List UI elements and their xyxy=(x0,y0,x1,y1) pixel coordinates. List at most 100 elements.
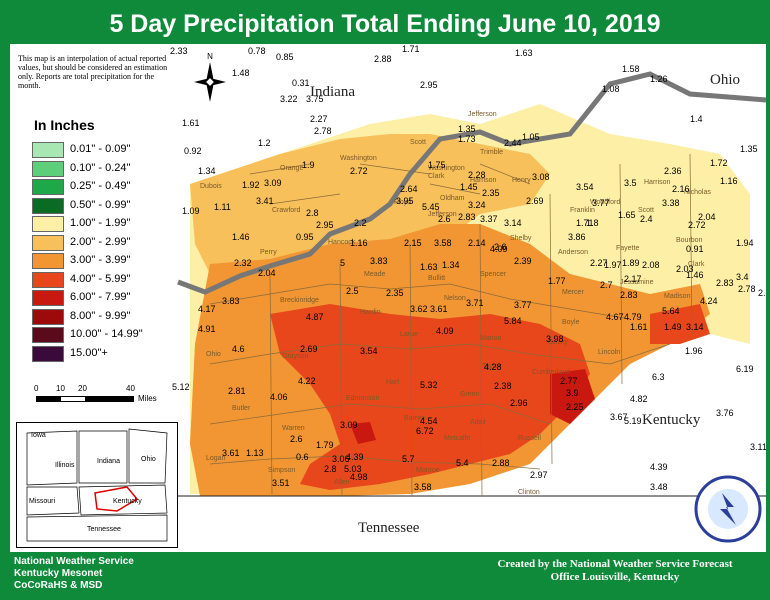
precip-value: 1.16 xyxy=(350,238,368,248)
precip-value: 4.17 xyxy=(198,304,216,314)
county-label: Fayette xyxy=(616,245,639,252)
precip-value: 2.14 xyxy=(468,238,486,248)
county-label: Meade xyxy=(364,271,386,278)
legend-swatch xyxy=(32,253,64,269)
precip-value: 1.09 xyxy=(182,206,200,216)
county-label: Edmonson xyxy=(346,395,380,402)
precip-value: 3.62 xyxy=(410,304,428,314)
county-label: Taylor xyxy=(482,363,501,370)
county-label: Crawford xyxy=(272,207,301,214)
precip-value: 2.96 xyxy=(510,398,528,408)
precip-value: 2.38 xyxy=(494,381,512,391)
county-label: Marion xyxy=(480,335,502,342)
precip-value: 2.6 xyxy=(438,214,451,224)
inset-label-missouri: Missouri xyxy=(29,498,56,505)
county-label: Warren xyxy=(282,425,305,432)
created-by-line1: Created by the National Weather Service … xyxy=(497,558,733,570)
legend-label: 0.10" - 0.24" xyxy=(70,161,131,174)
precip-value: 3.14 xyxy=(504,218,522,228)
legend-item: 4.00" - 5.99" xyxy=(32,271,172,288)
legend-label: 15.00"+ xyxy=(70,346,108,359)
precip-value: 2.69 xyxy=(300,344,318,354)
precip-value: 3.83 xyxy=(222,296,240,306)
credit-nws: National Weather Service xyxy=(14,556,134,567)
precip-value: 3.58 xyxy=(434,238,452,248)
legend-swatch xyxy=(32,216,64,232)
precip-value: 2.8 xyxy=(306,208,319,218)
county-label: Monroe xyxy=(416,467,440,474)
inset-label-iowa: Iowa xyxy=(31,432,46,439)
precip-value: 1.79 xyxy=(316,440,334,450)
precip-value: 2.35 xyxy=(482,188,500,198)
county-label: Grayson xyxy=(282,353,309,360)
precip-value: 3.61 xyxy=(430,304,448,314)
precip-value: 3.24 xyxy=(468,200,486,210)
county-label: Franklin xyxy=(570,207,595,214)
precip-value: 3.77 xyxy=(592,198,610,208)
precip-value: 1.2 xyxy=(258,138,271,148)
precip-value: 3.61 xyxy=(222,448,240,458)
legend-label: 6.00" - 7.99" xyxy=(70,291,131,303)
precip-values: 2.33 0.78 0.85 1.71 1.63 2.88 1.48 0.31 3.22 3.75… xyxy=(170,44,766,492)
precip-value: 2.83 xyxy=(716,278,734,288)
county-label: Lincoln xyxy=(598,349,620,356)
precip-value: 2.44 xyxy=(504,138,522,148)
legend-label: 0.50" - 0.99" xyxy=(70,198,131,211)
precip-value: 2.27 xyxy=(310,114,328,124)
svg-text:N: N xyxy=(207,52,213,61)
county-label: Breckinridge xyxy=(280,297,319,304)
precip-value: 1.65 xyxy=(618,210,636,220)
county-label: Butler xyxy=(232,405,251,412)
precip-value: 4.98 xyxy=(350,472,368,482)
precip-value: 2.95 xyxy=(420,80,438,90)
precip-value: 3.9 xyxy=(566,388,579,398)
precip-value: 2.27 xyxy=(590,258,608,268)
county-label: Ohio xyxy=(206,351,221,358)
precip-value: 3.38 xyxy=(662,198,680,208)
precip-value: 3.22 xyxy=(280,94,298,104)
scale-tick-40: 40 xyxy=(126,384,135,393)
scale-bar: 0 10 20 40 Miles xyxy=(34,384,194,414)
precip-value: 2.16 xyxy=(672,184,690,194)
precip-value: 6.19 xyxy=(736,364,754,374)
legend-label: 4.00" - 5.99" xyxy=(70,272,131,285)
inset-label-kentucky: Kentucky xyxy=(113,498,142,505)
precip-value: 2.15 xyxy=(404,238,422,248)
precip-value: 2.2 xyxy=(354,218,367,228)
map-panel: Indiana Ohio Kentucky Tennessee Dubois Orange… xyxy=(10,44,766,552)
precip-value: 4.24 xyxy=(700,296,718,306)
county-label: Anderson xyxy=(558,249,588,256)
legend-label: 8.00" - 9.99" xyxy=(70,309,131,322)
precip-value: 4.28 xyxy=(484,362,502,372)
precip-value: 3.95 xyxy=(396,196,414,206)
precip-value: 1.73 xyxy=(458,134,476,144)
precip-value: 2.5 xyxy=(346,286,359,296)
precip-value: 1.49 xyxy=(664,322,682,332)
precip-value: 2.83 xyxy=(458,212,476,222)
county-label: Allen xyxy=(334,479,350,486)
precip-value: 2.32 xyxy=(234,258,252,268)
precip-value: 3.06 xyxy=(332,454,350,464)
precip-value: 3.75 xyxy=(306,94,324,104)
legend-swatch xyxy=(32,345,64,362)
county-labels: Indiana Ohio Kentucky Tennessee Dubois Orange… xyxy=(200,72,740,536)
precip-value: 0.95 xyxy=(296,232,314,242)
precip-value: 4.22 xyxy=(298,376,316,386)
precip-value: 3.77 xyxy=(514,300,532,310)
precip-value: 1.4 xyxy=(690,114,703,124)
precip-value: 4.67 xyxy=(606,312,624,322)
ohio-river xyxy=(177,71,766,295)
created-by-line2: Office Louisville, Kentucky xyxy=(550,571,680,583)
scale-unit: Miles xyxy=(138,394,157,403)
precip-value: 2.81 xyxy=(228,386,246,396)
county-label: Spencer xyxy=(480,271,507,278)
county-label: Nicholas xyxy=(684,189,711,196)
precip-value: 2.69 xyxy=(526,196,544,206)
legend-swatch xyxy=(32,160,64,177)
scale-bar-graphic xyxy=(36,396,134,402)
county-label: Hancock xyxy=(328,239,356,246)
inset-label-illinois: Illinois xyxy=(55,462,75,469)
precip-value: 4.06 xyxy=(270,392,288,402)
county-label: Hardin xyxy=(360,309,381,316)
precip-value: 1.48 xyxy=(232,68,250,78)
